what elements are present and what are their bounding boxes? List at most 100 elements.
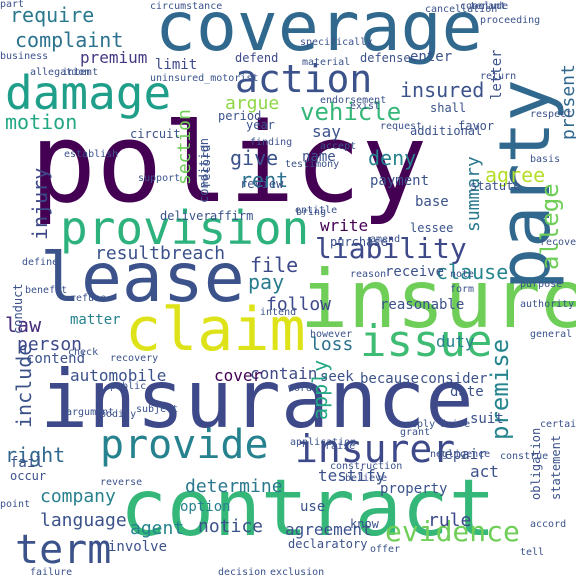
word-rule: rule — [428, 510, 472, 531]
word-negligence: negligence — [430, 449, 491, 460]
word-law: law — [5, 313, 42, 337]
word-part: part — [0, 0, 25, 10]
word-failure: failure — [30, 567, 73, 576]
word-tell: tell — [520, 547, 545, 558]
word-material: material — [302, 57, 351, 68]
word-follow: follow — [266, 294, 332, 315]
word-define: define — [22, 257, 59, 268]
word-raise: raise — [325, 441, 356, 452]
word-argue: argue — [225, 93, 280, 114]
word-subject: subject — [136, 404, 179, 415]
word-loss: loss — [310, 334, 354, 355]
word-defend: defend — [235, 51, 279, 65]
word-drive: drive — [440, 419, 471, 430]
word-lease: lease — [40, 239, 245, 318]
word-contract: contract — [120, 464, 496, 554]
word-point: point — [0, 499, 31, 510]
word-proceeding: proceeding — [480, 15, 541, 26]
word-public: public — [110, 381, 147, 392]
word-bring: bring — [296, 207, 327, 218]
word-bodily: bodily — [100, 409, 137, 420]
word-circumstance: circumstance — [150, 1, 223, 12]
word-additional: additional — [410, 124, 483, 138]
word-provision: provision — [60, 201, 310, 255]
word-insured: insured — [400, 78, 485, 102]
word-accord: accord — [530, 519, 567, 530]
word-amend: amend — [370, 234, 401, 245]
word-pay: pay — [248, 270, 285, 294]
word-notice: notice — [198, 516, 264, 537]
word-know: know — [350, 517, 379, 531]
word-person: person — [17, 334, 83, 355]
word-check: check — [68, 347, 99, 358]
word-right: right — [5, 443, 66, 467]
word-obligation: obligation — [529, 427, 543, 500]
word-liability: liability — [315, 232, 467, 265]
word-motion: motion — [5, 110, 78, 134]
word-favor: favor — [458, 119, 495, 133]
word-write: write — [320, 216, 369, 235]
word-defense: defense — [360, 51, 411, 65]
word-finding: finding — [250, 137, 293, 148]
word-tenant: tenant — [470, 1, 507, 12]
word-clause: clause — [436, 260, 509, 284]
word-involve: involve — [108, 539, 168, 555]
word-insurance: insurance — [40, 353, 474, 446]
word-business: business — [0, 51, 49, 62]
word-general: general — [530, 329, 573, 340]
word-present: present — [558, 64, 576, 140]
word-recovery: recovery — [110, 353, 159, 364]
word-offer: offer — [370, 544, 401, 555]
word-decision: decision — [218, 567, 267, 576]
word-automobile: automobile — [70, 366, 167, 385]
word-language: language — [40, 510, 127, 531]
word-testimony: testimony — [285, 159, 340, 170]
word-premium: premium — [80, 48, 148, 67]
word-file: file — [250, 253, 299, 277]
word-receive: receive — [385, 264, 445, 280]
word-grant: grant — [400, 427, 431, 438]
word-coverage: coverage — [155, 0, 483, 67]
word-use: use — [300, 499, 326, 515]
word-uninsured-motorist: uninsured_motorist — [150, 73, 259, 84]
word-act: act — [470, 462, 499, 481]
word-date: date — [450, 384, 484, 400]
word-allegation: allegation — [30, 67, 91, 78]
word-matter: matter — [70, 312, 121, 328]
word-summary: summary — [463, 156, 484, 232]
word-circuit: circuit — [130, 127, 181, 141]
word-agreement: agreement — [285, 520, 372, 539]
word-repair: repair — [436, 447, 487, 463]
word-conclude: conclude — [460, 1, 509, 12]
word-provide: provide — [100, 422, 269, 468]
word-period: period — [218, 109, 262, 123]
word-testify: testify — [318, 466, 386, 485]
word-intent: intent — [62, 67, 99, 78]
word-complaint: complaint — [15, 28, 124, 52]
word-respect: respect — [530, 109, 573, 120]
word-reverse: reverse — [100, 477, 143, 488]
word-declaratory: declaratory — [288, 537, 368, 551]
word-resultbreach: resultbreach — [95, 243, 226, 264]
word-require: require — [10, 3, 95, 27]
word-construe: construe — [500, 451, 549, 462]
word-certain: certain — [540, 419, 576, 430]
word-word: word — [288, 383, 313, 394]
word-authority: authority — [520, 299, 575, 310]
word-request: request — [380, 121, 423, 132]
word-duty: duty — [436, 332, 475, 351]
word-benefit: benefit — [25, 285, 68, 296]
word-deliver: deliver — [160, 209, 211, 223]
word-include: include — [12, 343, 36, 428]
word-issue: issue — [360, 316, 493, 367]
word-say: say — [312, 122, 341, 141]
word-insure: insure — [300, 253, 576, 346]
word-determine: determine — [185, 476, 283, 497]
word-payment: payment — [370, 173, 430, 189]
word-entitle: entitle — [295, 205, 338, 216]
word-reply: reply — [405, 419, 436, 430]
word-refuse: refuse — [70, 293, 107, 304]
word-argument: argument — [66, 407, 115, 418]
word-recover: recover — [540, 237, 576, 248]
